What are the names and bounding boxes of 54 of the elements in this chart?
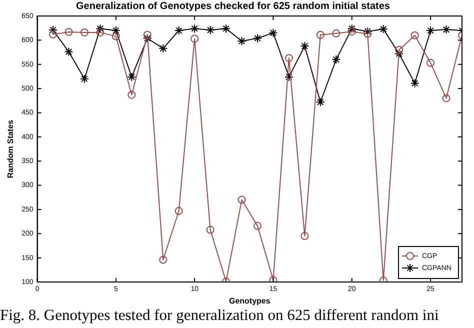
point [442,94,450,102]
point [80,28,88,36]
point [222,24,231,34]
point [316,98,325,107]
point [410,78,420,88]
point [269,276,278,282]
point [174,206,183,215]
point [253,34,262,43]
point [206,226,214,234]
point [206,26,215,35]
point [143,30,152,39]
point [268,28,278,38]
point [300,232,309,240]
point [237,36,246,46]
point [80,74,89,84]
point [363,26,372,36]
point [316,30,324,39]
point [190,34,199,43]
point [347,24,356,34]
point [284,54,293,62]
point [111,26,120,36]
point [49,30,58,38]
caption: Fig. 8. Genotypes tested for generalization on 625 different random ini [0,306,440,326]
point [395,46,404,54]
point [112,32,120,40]
point [158,44,168,53]
x-axis-title: Genotypes [228,296,271,306]
point [159,256,168,264]
point [332,55,341,64]
point [238,196,246,204]
point [442,25,451,34]
point [174,26,184,36]
point [190,24,200,34]
point [127,72,136,82]
point [426,26,436,36]
point [128,90,136,99]
point [300,41,310,50]
point [378,24,388,34]
point [254,222,262,230]
point [410,31,419,40]
point [284,72,294,82]
point [142,34,152,43]
point [426,58,435,67]
point [348,27,356,36]
y-axis-title: Random States [6,119,16,178]
point [96,24,105,34]
chart-title: Generalization of Genotypes checked for 625 random initial states [76,0,390,12]
point [394,49,404,58]
point [96,28,104,36]
point [48,26,58,35]
point [332,29,340,38]
point [364,30,372,38]
point [64,47,74,56]
point [64,28,73,36]
